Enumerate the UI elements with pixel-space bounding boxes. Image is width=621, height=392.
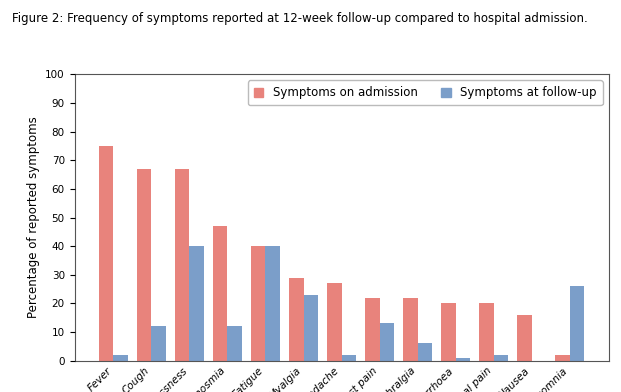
Bar [456, 358, 470, 361]
Bar [99, 146, 113, 361]
Bar [403, 298, 418, 361]
Bar [517, 315, 532, 361]
Bar [137, 169, 152, 361]
Bar [175, 169, 189, 361]
Bar [365, 298, 379, 361]
Bar [555, 355, 570, 361]
Bar [418, 343, 432, 361]
Bar [227, 326, 242, 361]
Text: Figure 2: Frequency of symptoms reported at 12-week follow-up compared to hospit: Figure 2: Frequency of symptoms reported… [12, 12, 588, 25]
Bar [379, 323, 394, 361]
Bar [327, 283, 342, 361]
Bar [442, 303, 456, 361]
Bar [342, 355, 356, 361]
Bar [152, 326, 166, 361]
Bar [213, 226, 227, 361]
Bar [189, 246, 204, 361]
Bar [494, 355, 508, 361]
Legend: Symptoms on admission, Symptoms at follow-up: Symptoms on admission, Symptoms at follo… [248, 80, 602, 105]
Bar [113, 355, 128, 361]
Bar [251, 246, 265, 361]
Bar [570, 286, 584, 361]
Bar [289, 278, 304, 361]
Bar [304, 295, 318, 361]
Y-axis label: Percentage of reported symptoms: Percentage of reported symptoms [27, 117, 40, 318]
Bar [265, 246, 280, 361]
Bar [479, 303, 494, 361]
